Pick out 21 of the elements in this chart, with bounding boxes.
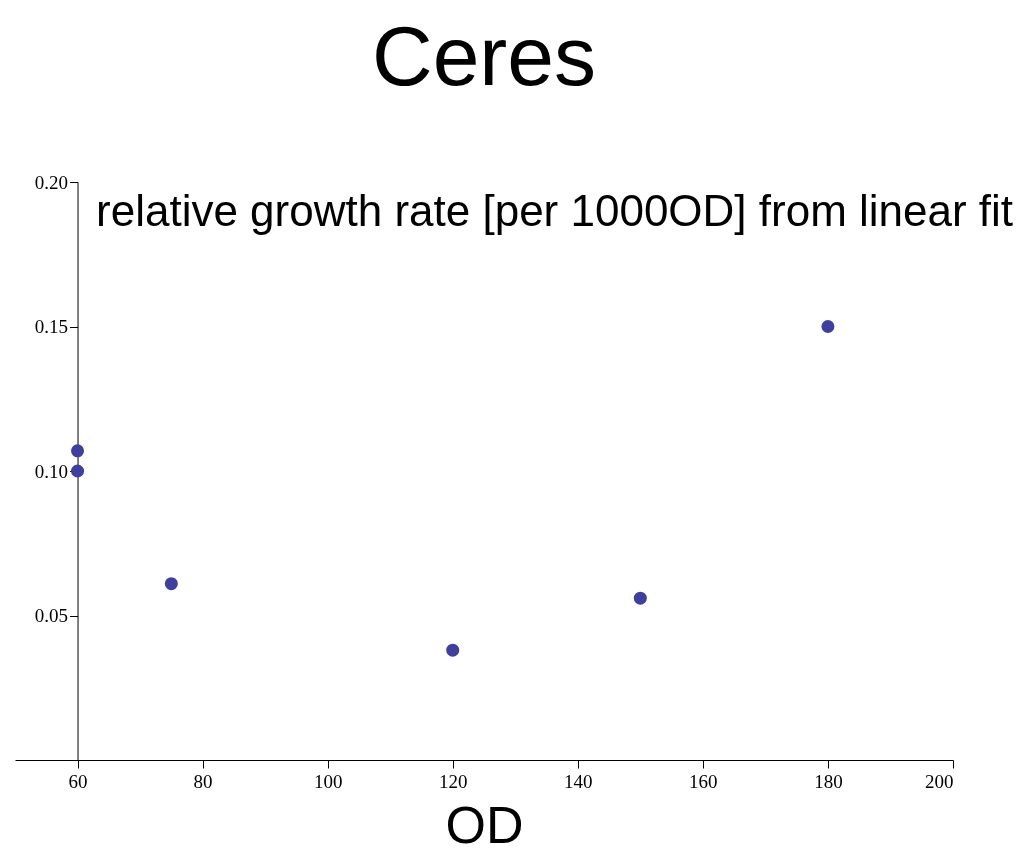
- point: [446, 643, 460, 657]
- x-tick-label: 180: [814, 770, 843, 792]
- x-tick-label: 140: [564, 770, 593, 792]
- point: [164, 577, 178, 591]
- chart-title: Ceres: [371, 9, 597, 103]
- y-tick-label: 0.15: [34, 316, 69, 337]
- x-tick-label: 160: [689, 770, 718, 792]
- point: [633, 591, 647, 605]
- x-tick-label: 200: [925, 770, 954, 792]
- y-tick-label: 0.20: [34, 171, 69, 193]
- point: [821, 319, 835, 334]
- x-tick-label: 120: [438, 770, 468, 792]
- x-tick-label: 100: [313, 770, 343, 792]
- x-tick-label: 60: [68, 770, 88, 792]
- y-tick-label: 0.05: [34, 605, 69, 626]
- point: [71, 444, 85, 458]
- x-tick-label: 80: [193, 770, 213, 792]
- x-axis-title: OD: [445, 795, 524, 854]
- y-axis-title: relative growth rate [per 1000OD] from linear fit: [96, 185, 1014, 235]
- point: [71, 464, 85, 478]
- y-tick-label: 0.10: [34, 460, 69, 482]
